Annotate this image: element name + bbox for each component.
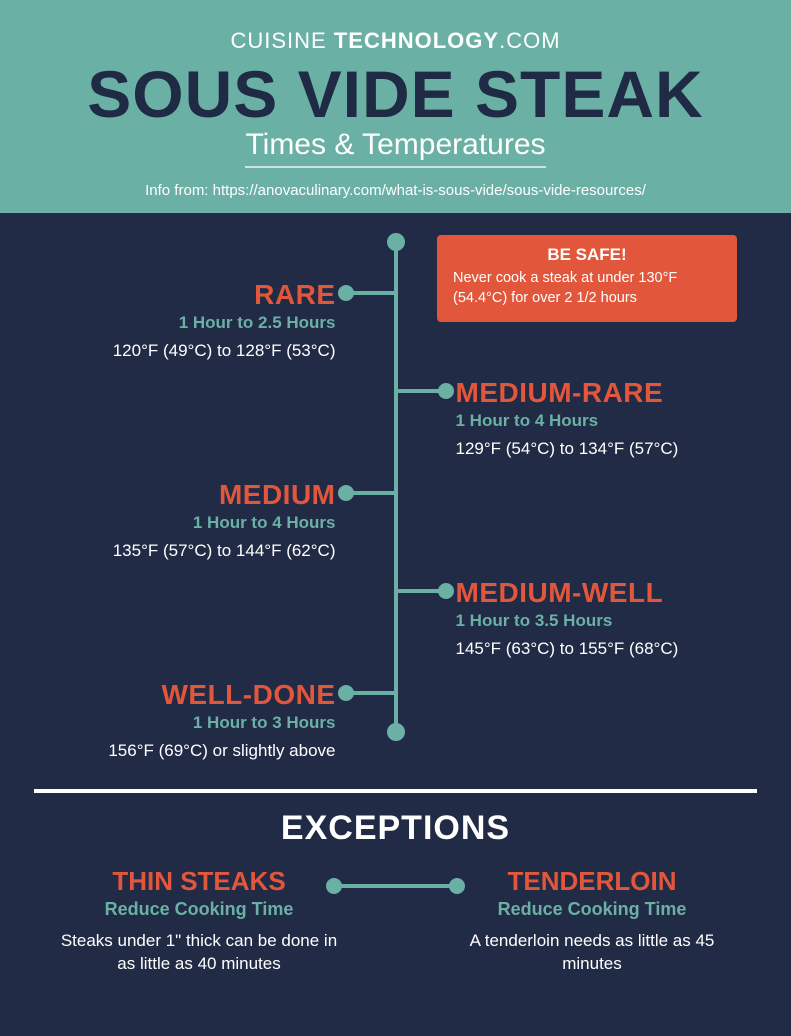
- stage-connector: [346, 691, 394, 695]
- timeline-dot-bottom: [387, 723, 405, 741]
- timeline-line: [394, 237, 398, 727]
- stage-time: 1 Hour to 2.5 Hours: [36, 313, 336, 333]
- stage-name: WELL-DONE: [36, 679, 336, 711]
- safety-callout: BE SAFE! Never cook a steak at under 130…: [437, 235, 737, 322]
- site-part-b: TECHNOLOGY: [334, 28, 499, 53]
- stage-medium-rare: MEDIUM-RARE1 Hour to 4 Hours 129°F (54°C)…: [456, 377, 756, 459]
- connector-dot: [438, 583, 454, 599]
- exceptions-heading: EXCEPTIONS: [34, 809, 757, 848]
- stage-medium-well: MEDIUM-WELL1 Hour to 3.5 Hours 145°F (63°…: [456, 577, 756, 659]
- stage-name: MEDIUM-WELL: [456, 577, 756, 609]
- stage-temp: 156°F (69°C) or slightly above: [36, 741, 336, 761]
- connector-dot: [338, 685, 354, 701]
- main-panel: BE SAFE! Never cook a steak at under 130…: [0, 213, 791, 1036]
- section-divider: [34, 789, 757, 793]
- header: CUISINE TECHNOLOGY.COM SOUS VIDE STEAK T…: [0, 0, 791, 213]
- stage-rare: RARE1 Hour to 2.5 Hours 120°F (49°C) to 1…: [36, 279, 336, 361]
- exceptions-connector: [334, 884, 457, 888]
- site-part-a: CUISINE: [230, 28, 326, 53]
- stage-temp: 129°F (54°C) to 134°F (57°C): [456, 439, 756, 459]
- page-title: SOUS VIDE STEAK: [40, 56, 751, 132]
- exception-sub: Reduce Cooking Time: [447, 899, 737, 920]
- exception-thin-steaks: THIN STEAKS Reduce Cooking Time Steaks u…: [54, 866, 344, 976]
- stage-well-done: WELL-DONE1 Hour to 3 Hours 156°F (69°C) o…: [36, 679, 336, 761]
- exceptions-row: THIN STEAKS Reduce Cooking Time Steaks u…: [34, 866, 757, 1016]
- timeline-dot-top: [387, 233, 405, 251]
- stage-name: MEDIUM: [36, 479, 336, 511]
- stage-time: 1 Hour to 3 Hours: [36, 713, 336, 733]
- connector-dot: [438, 383, 454, 399]
- stage-name: MEDIUM-RARE: [456, 377, 756, 409]
- site-name: CUISINE TECHNOLOGY.COM: [40, 28, 751, 54]
- safety-title: BE SAFE!: [453, 245, 721, 265]
- site-part-c: .COM: [499, 28, 560, 53]
- infographic: CUISINE TECHNOLOGY.COM SOUS VIDE STEAK T…: [0, 0, 791, 1024]
- stage-temp: 120°F (49°C) to 128°F (53°C): [36, 341, 336, 361]
- exception-body: Steaks under 1" thick can be done in as …: [54, 930, 344, 976]
- stage-time: 1 Hour to 4 Hours: [456, 411, 756, 431]
- connector-dot: [338, 285, 354, 301]
- stage-name: RARE: [36, 279, 336, 311]
- safety-body: Never cook a steak at under 130°F (54.4°…: [453, 269, 721, 308]
- stage-connector: [346, 291, 394, 295]
- connector-dot: [338, 485, 354, 501]
- timeline: BE SAFE! Never cook a steak at under 130…: [34, 229, 757, 789]
- exception-name: TENDERLOIN: [447, 866, 737, 897]
- exception-body: A tenderloin needs as little as 45 minut…: [447, 930, 737, 976]
- exception-sub: Reduce Cooking Time: [54, 899, 344, 920]
- stage-temp: 135°F (57°C) to 144°F (62°C): [36, 541, 336, 561]
- stage-medium: MEDIUM1 Hour to 4 Hours 135°F (57°C) to 1…: [36, 479, 336, 561]
- info-source: Info from: https://anovaculinary.com/wha…: [40, 182, 751, 199]
- stage-temp: 145°F (63°C) to 155°F (68°C): [456, 639, 756, 659]
- stage-time: 1 Hour to 4 Hours: [36, 513, 336, 533]
- stage-connector: [398, 389, 446, 393]
- stage-connector: [346, 491, 394, 495]
- stage-connector: [398, 589, 446, 593]
- exception-name: THIN STEAKS: [54, 866, 344, 897]
- stage-time: 1 Hour to 3.5 Hours: [456, 611, 756, 631]
- page-subtitle: Times & Temperatures: [245, 128, 545, 168]
- exception-tenderloin: TENDERLOIN Reduce Cooking Time A tenderl…: [447, 866, 737, 976]
